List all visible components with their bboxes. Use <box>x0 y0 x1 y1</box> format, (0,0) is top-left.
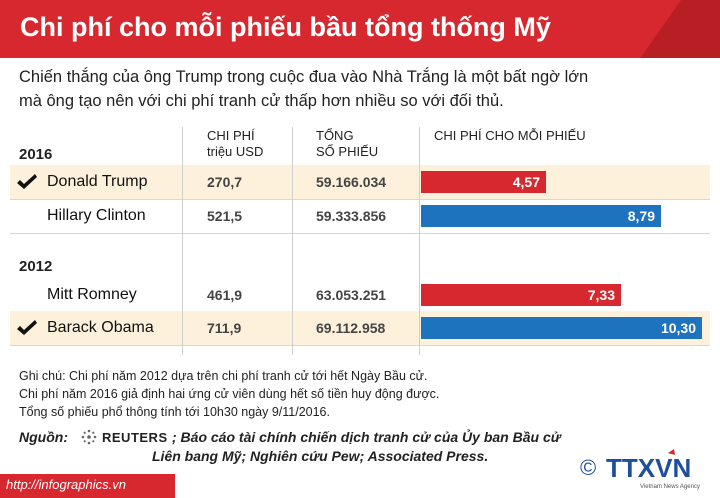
bar-mitt-romney <box>421 284 621 306</box>
candidate-name-barack-obama: Barack Obama <box>47 319 154 336</box>
row-separator <box>10 199 710 200</box>
intro-line-2: mà ông tạo nên với chi phí tranh cử thấp… <box>19 92 504 110</box>
notes: Ghi chú: Chi phí năm 2012 dựa trên chi p… <box>19 367 439 421</box>
checkmark-icon <box>17 320 37 335</box>
cost-value-hillary-clinton: 521,5 <box>207 208 243 224</box>
reuters-logo: REUTERS <box>80 428 168 446</box>
votes-value-donald-trump: 59.166.034 <box>316 174 387 190</box>
reuters-dots-icon <box>81 429 97 445</box>
column-divider-2 <box>292 127 293 355</box>
page-title: Chi phí cho mỗi phiếu bầu tổng thống Mỹ <box>20 12 551 42</box>
note-line-3: Tổng số phiếu phổ thông tính tới 10h30 n… <box>19 405 330 419</box>
year-label-2016: 2016 <box>19 146 53 163</box>
bar-label-donald-trump: 4,57 <box>512 174 540 190</box>
source-line-2: Liên bang Mỹ; Nghiên cứu Pew; Associated… <box>152 448 489 464</box>
cost-value-donald-trump: 270,7 <box>207 174 243 190</box>
row-separator <box>10 233 710 234</box>
votes-value-barack-obama: 69.112.958 <box>316 320 386 336</box>
year-label-2012: 2012 <box>19 258 53 275</box>
col-head-cost-line1: CHI PHÍ <box>207 128 255 143</box>
copyright-icon: © <box>580 455 596 480</box>
footer-url-link[interactable]: http://infographics.vn <box>6 477 126 492</box>
ttxvn-logo: © TTXVN Vietnam News Agency <box>580 449 700 490</box>
col-head-cost-line2: triệu USD <box>207 144 264 159</box>
col-head-per-vote: CHI PHÍ CHO MỖI PHIẾU <box>434 128 586 143</box>
ttxvn-subtitle: Vietnam News Agency <box>640 484 700 490</box>
votes-value-mitt-romney: 63.053.251 <box>316 287 387 303</box>
checkmark-icon <box>17 174 37 189</box>
bar-barack-obama <box>421 317 702 339</box>
col-head-votes-line1: TỔNG <box>316 128 354 143</box>
candidate-name-mitt-romney: Mitt Romney <box>47 286 137 303</box>
intro-text: Chiến thắng của ông Trump trong cuộc đua… <box>19 65 709 113</box>
note-line-1: Ghi chú: Chi phí năm 2012 dựa trên chi p… <box>19 369 428 383</box>
column-divider-3 <box>419 127 420 355</box>
ttxvn-star-icon <box>668 449 675 455</box>
source-label: Nguồn: <box>19 429 68 445</box>
bar-hillary-clinton <box>421 205 661 227</box>
votes-value-hillary-clinton: 59.333.856 <box>316 208 387 224</box>
candidate-name-donald-trump: Donald Trump <box>47 173 148 190</box>
candidate-name-hillary-clinton: Hillary Clinton <box>47 207 146 224</box>
cost-value-barack-obama: 711,9 <box>207 320 242 336</box>
note-line-2: Chi phí năm 2016 giả định hai ứng cử viê… <box>19 387 440 401</box>
cost-value-mitt-romney: 461,9 <box>207 287 243 303</box>
bar-label-hillary-clinton: 8,79 <box>627 208 655 224</box>
reuters-text: REUTERS <box>102 429 168 445</box>
bar-label-mitt-romney: 7,33 <box>587 287 615 303</box>
table-row-donald-trump <box>10 165 710 199</box>
col-head-votes-line2: SỐ PHIẾU <box>316 144 379 159</box>
source-line-1: ; Báo cáo tài chính chiến dịch tranh cử … <box>172 429 561 445</box>
ttxvn-logo-text: TTXVN <box>606 453 691 483</box>
bar-donald-trump <box>421 171 546 193</box>
row-separator <box>10 345 710 346</box>
footer-bar: http://infographics.vn <box>0 474 175 498</box>
bar-label-barack-obama: 10,30 <box>660 320 696 336</box>
col-head-votes: TỔNG SỐ PHIẾU <box>316 128 378 160</box>
header-banner: Chi phí cho mỗi phiếu bầu tổng thống Mỹ <box>0 0 720 58</box>
intro-line-1: Chiến thắng của ông Trump trong cuộc đua… <box>19 68 589 86</box>
column-divider-1 <box>182 127 183 355</box>
col-head-cost: CHI PHÍ triệu USD <box>207 128 263 160</box>
